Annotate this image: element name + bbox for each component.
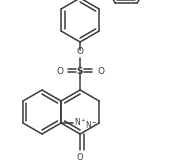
Text: O: O <box>97 66 104 75</box>
Text: N$^+$: N$^+$ <box>74 116 87 128</box>
Text: O: O <box>56 66 63 75</box>
Text: N$^-$: N$^-$ <box>85 119 98 130</box>
Text: O: O <box>77 153 83 162</box>
Text: O: O <box>77 47 84 56</box>
Text: S: S <box>77 66 83 75</box>
